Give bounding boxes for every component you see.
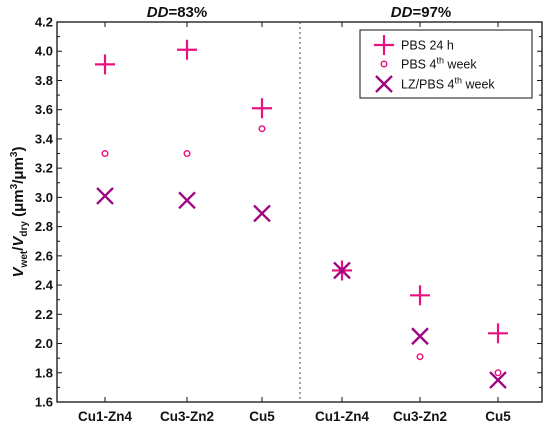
ylabel-unit-open: (μm (10, 189, 27, 221)
ylabel-unit-close: ) (10, 147, 27, 152)
y-tick-label: 2.4 (35, 278, 54, 293)
legend-label: PBS 4th week (401, 56, 477, 72)
ylabel-unit-sup2: 3 (9, 151, 20, 157)
data-point-cross (411, 327, 429, 346)
ylabel-slash: / (10, 246, 27, 251)
ylabel-unit-sup1: 3 (9, 183, 20, 189)
data-points (95, 39, 508, 389)
data-point-cross (178, 191, 196, 210)
data-point-circle (338, 266, 346, 274)
y-tick-label: 2.8 (35, 219, 53, 234)
legend: PBS 24 h PBS 4th week LZ/PBS 4th week (359, 29, 533, 99)
y-axis: 1.6 1.8 2.0 2.2 2.4 2.6 2.8 3.0 3.2 3.4 3.6 3.8 4.0 4… (35, 15, 542, 410)
y-tick-label: 4.2 (35, 15, 53, 30)
x-tick-label: Cu1-Zn4 (315, 409, 369, 424)
legend-label: LZ/PBS 4th week (401, 76, 495, 92)
data-point-plus (95, 54, 115, 75)
x-tick-label: Cu1-Zn4 (78, 409, 132, 424)
panel-title-right: DD=97% (391, 4, 451, 21)
y-tick-label: 3.4 (35, 131, 54, 146)
data-point-circle (494, 369, 502, 377)
panel-title-right-rest: =97% (412, 4, 451, 21)
x-tick-label: Cu3-Zn2 (393, 409, 447, 424)
data-point-plus (488, 323, 508, 344)
x-tick-label: Cu3-Zn2 (160, 409, 214, 424)
y-tick-label: 2.0 (35, 336, 53, 351)
data-point-plus (410, 285, 430, 306)
data-point-cross (333, 261, 351, 280)
data-point-cross (253, 204, 271, 223)
y-tick-label: 1.8 (35, 365, 53, 380)
ylabel-unit-mid: /μm (10, 157, 27, 184)
y-tick-label: 1.6 (35, 395, 53, 410)
panel-title-left-rest: =83% (168, 4, 207, 21)
legend-items: PBS 24 h PBS 4th week LZ/PBS 4th week (374, 35, 495, 93)
legend-label: PBS 24 h (401, 39, 454, 53)
ylabel-v1: V (10, 265, 27, 277)
data-point-plus (177, 39, 197, 60)
panel-title-left: DD=83% (147, 4, 207, 21)
panel-title-right-italic: DD (391, 4, 413, 21)
x-tick-label: Cu5 (249, 409, 275, 424)
ylabel-v2: V (10, 235, 27, 247)
data-point-circle (101, 150, 109, 158)
data-point-plus (252, 98, 272, 119)
data-point-cross (489, 371, 507, 389)
y-tick-label: 4.0 (35, 44, 53, 59)
y-tick-label: 3.2 (35, 161, 53, 176)
ylabel-sub1: wet (19, 250, 30, 268)
y-tick-label: 3.0 (35, 190, 53, 205)
data-point-cross (96, 187, 114, 205)
data-point-circle (183, 150, 191, 158)
y-tick-label: 2.2 (35, 307, 53, 322)
data-point-circle (258, 125, 266, 133)
y-axis-title: Vwet/Vdry (μm3/μm3) (9, 147, 30, 278)
y-tick-label: 3.6 (35, 102, 53, 117)
legend-marker-cross (375, 75, 393, 93)
data-point-circle (416, 353, 424, 361)
legend-box (359, 29, 533, 99)
legend-marker-plus (374, 35, 394, 55)
ylabel-sub2: dry (19, 221, 30, 237)
x-tick-label: Cu5 (485, 409, 511, 424)
y-tick-label: 3.8 (35, 73, 53, 88)
x-axis: Cu1-Zn4 Cu3-Zn2 Cu5 Cu1-Zn4 Cu3-Zn2 Cu5 (78, 22, 511, 424)
legend-marker-circle (380, 60, 388, 68)
y-tick-label: 2.6 (35, 248, 53, 263)
panel-title-left-italic: DD (147, 4, 169, 21)
